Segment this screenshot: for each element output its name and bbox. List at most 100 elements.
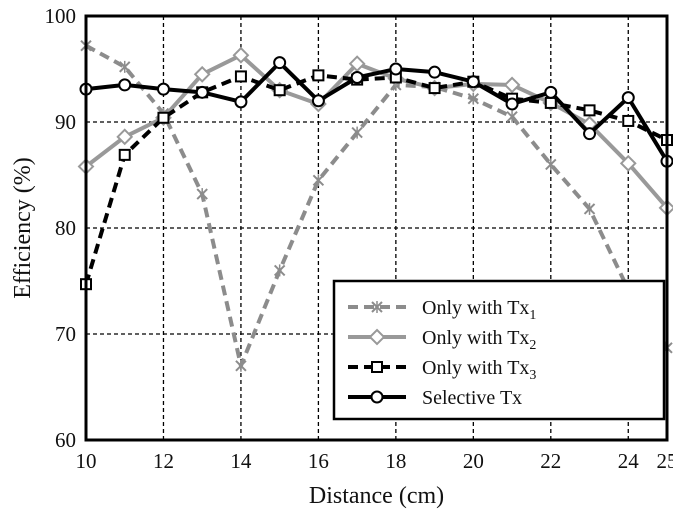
square-marker <box>157 111 170 124</box>
data-point <box>621 91 635 105</box>
x-tick-label: 16 <box>308 449 329 473</box>
data-point <box>428 82 441 95</box>
data-point <box>118 78 132 92</box>
circle-marker <box>389 62 403 76</box>
y-tick-label: 80 <box>55 216 76 240</box>
data-point <box>544 85 558 99</box>
data-point <box>118 148 131 161</box>
data-point <box>273 264 286 277</box>
data-point <box>350 70 364 84</box>
x-axis-label: Distance (cm) <box>309 483 444 509</box>
x-tick-label: 12 <box>153 449 174 473</box>
x-tick-label: 25 <box>657 449 673 473</box>
data-point <box>234 70 247 83</box>
circle-marker <box>156 82 170 96</box>
data-point <box>311 94 325 108</box>
data-point <box>583 104 596 117</box>
legend-label-subscript: 1 <box>529 308 536 323</box>
series-3 <box>80 69 673 291</box>
y-tick-label: 60 <box>55 428 76 452</box>
legend-label: Only with Tx3 <box>422 357 536 383</box>
diamond-marker <box>368 328 386 346</box>
data-point <box>368 328 386 346</box>
data-point <box>370 390 384 404</box>
plot-frame <box>84 14 669 442</box>
x-tick-label: 10 <box>76 449 97 473</box>
data-point <box>157 111 170 124</box>
data-point <box>193 65 211 83</box>
legend-label: Selective Tx <box>422 387 522 409</box>
series-line <box>85 60 669 163</box>
diamond-marker <box>232 46 250 64</box>
series-line <box>85 43 669 368</box>
data-point <box>273 56 287 70</box>
y-axis-label: Efficiency (%) <box>10 157 36 298</box>
legend-entry: Only with Tx3 <box>348 357 536 383</box>
circle-marker <box>350 70 364 84</box>
circle-marker <box>311 94 325 108</box>
square-marker <box>371 361 383 373</box>
diamond-marker <box>348 55 366 73</box>
data-point <box>503 76 521 94</box>
x-tick-label: 22 <box>540 449 561 473</box>
square-marker <box>583 104 596 117</box>
y-tick-label: 70 <box>55 322 76 346</box>
data-point <box>273 84 286 97</box>
x-tick-label: 18 <box>385 449 406 473</box>
data-point <box>583 202 596 215</box>
circle-marker <box>428 65 442 79</box>
square-marker <box>622 114 635 127</box>
data-point <box>195 85 209 99</box>
data-point <box>466 75 480 89</box>
data-point <box>619 154 637 172</box>
square-marker <box>312 69 325 82</box>
legend-label-text: Only with Tx <box>422 327 529 349</box>
circle-marker <box>583 127 597 141</box>
data-point <box>196 188 208 201</box>
series-4 <box>79 56 673 168</box>
legend-label-text: Selective Tx <box>422 387 522 409</box>
square-marker <box>273 84 286 97</box>
legend-label-text: Only with Tx <box>422 297 529 319</box>
data-point <box>428 65 442 79</box>
data-point <box>116 128 134 146</box>
y-tick-label: 90 <box>55 110 76 134</box>
square-marker <box>544 96 557 109</box>
circle-marker <box>505 97 519 111</box>
data-point <box>119 60 131 73</box>
data-point <box>348 55 366 73</box>
circle-marker <box>195 85 209 99</box>
legend-entry: Selective Tx <box>348 387 522 409</box>
legend-label: Only with Tx2 <box>422 327 536 353</box>
x-tick-label: 14 <box>230 449 252 473</box>
data-point <box>389 62 403 76</box>
circle-marker <box>544 85 558 99</box>
diamond-marker <box>503 76 521 94</box>
square-marker <box>118 148 131 161</box>
circle-marker <box>234 95 248 109</box>
diamond-marker <box>619 154 637 172</box>
square-marker <box>428 82 441 95</box>
legend-label-subscript: 3 <box>529 368 536 383</box>
data-point <box>583 127 597 141</box>
square-marker <box>234 70 247 83</box>
data-point <box>622 114 635 127</box>
series-layer <box>77 39 673 372</box>
data-point <box>312 174 325 187</box>
circle-marker <box>370 390 384 404</box>
diamond-marker <box>116 128 134 146</box>
data-point <box>234 95 248 109</box>
legend-entry: Only with Tx1 <box>348 297 536 323</box>
circle-marker <box>621 91 635 105</box>
circle-marker <box>118 78 132 92</box>
legend-label-text: Only with Tx <box>422 357 529 379</box>
legend-entry: Only with Tx2 <box>348 327 536 353</box>
data-point <box>544 96 557 109</box>
data-point <box>312 69 325 82</box>
data-point <box>371 301 383 313</box>
data-point <box>371 361 383 373</box>
circle-marker <box>466 75 480 89</box>
